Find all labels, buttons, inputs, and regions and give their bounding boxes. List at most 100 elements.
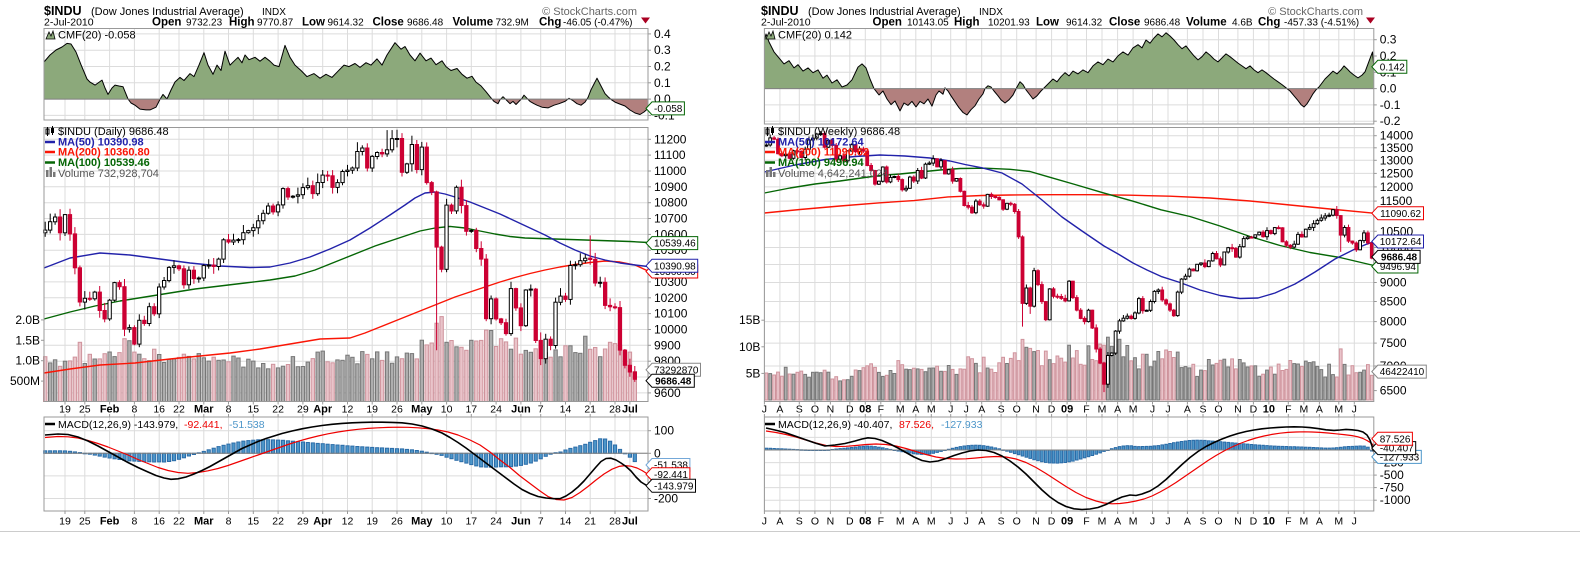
svg-text:A: A xyxy=(1184,404,1191,416)
svg-text:-51.538: -51.538 xyxy=(654,461,688,472)
svg-text:A: A xyxy=(978,404,985,416)
svg-text:F: F xyxy=(1285,516,1291,528)
svg-text:May: May xyxy=(411,516,433,528)
svg-text:M: M xyxy=(927,516,936,528)
svg-text:10143.05: 10143.05 xyxy=(907,18,949,29)
svg-text:10100: 10100 xyxy=(654,307,688,321)
svg-text:08: 08 xyxy=(859,404,871,416)
svg-text:Open: Open xyxy=(873,17,902,29)
svg-text:D: D xyxy=(1048,404,1056,416)
svg-text:500M: 500M xyxy=(10,374,40,388)
svg-text:5B: 5B xyxy=(746,366,761,380)
svg-text:732.9M: 732.9M xyxy=(496,18,529,29)
svg-text:MA(200) 10360.80: MA(200) 10360.80 xyxy=(58,147,150,159)
svg-text:O: O xyxy=(811,516,819,528)
svg-text:26: 26 xyxy=(391,516,403,528)
svg-text:9000: 9000 xyxy=(1380,276,1407,290)
svg-text:-750: -750 xyxy=(1380,481,1404,495)
svg-text:Jun: Jun xyxy=(511,404,531,416)
svg-text:9686.48: 9686.48 xyxy=(1144,18,1181,29)
svg-text:Jul: Jul xyxy=(622,404,638,416)
svg-text:J: J xyxy=(1165,516,1170,528)
svg-text:14000: 14000 xyxy=(1380,129,1414,143)
svg-text:O: O xyxy=(811,404,819,416)
svg-text:8: 8 xyxy=(131,516,137,528)
svg-text:High: High xyxy=(229,17,255,29)
svg-text:S: S xyxy=(998,516,1005,528)
svg-text:9686.48: 9686.48 xyxy=(407,18,444,29)
svg-text:13000: 13000 xyxy=(1380,153,1414,167)
svg-text:0.3: 0.3 xyxy=(654,43,671,57)
svg-text:10000: 10000 xyxy=(654,323,688,337)
svg-text:10390.98: 10390.98 xyxy=(654,261,696,272)
svg-text:MA(100) 10539.46: MA(100) 10539.46 xyxy=(58,157,150,169)
svg-text:MA(200) 11090.62: MA(200) 11090.62 xyxy=(778,147,869,159)
svg-text:© StockCharts.com: © StockCharts.com xyxy=(542,6,637,18)
svg-text:10: 10 xyxy=(1263,404,1275,416)
svg-text:22: 22 xyxy=(173,404,185,416)
svg-text:F: F xyxy=(1285,404,1291,416)
svg-text:Low: Low xyxy=(302,17,325,29)
svg-text:D: D xyxy=(1048,516,1056,528)
svg-text:7: 7 xyxy=(538,404,544,416)
svg-text:-143.979: -143.979 xyxy=(654,481,694,492)
svg-text:$INDU: $INDU xyxy=(761,4,799,18)
svg-text:Feb: Feb xyxy=(100,516,120,528)
svg-text:10: 10 xyxy=(1263,516,1275,528)
svg-text:10172.64: 10172.64 xyxy=(1380,237,1422,248)
svg-text:7500: 7500 xyxy=(1380,336,1407,350)
svg-text:Mar: Mar xyxy=(194,404,214,416)
svg-text:11000: 11000 xyxy=(654,164,687,178)
svg-text:A: A xyxy=(912,516,919,528)
svg-text:87.526,: 87.526, xyxy=(899,419,934,431)
svg-text:-127.933: -127.933 xyxy=(1380,453,1420,464)
svg-text:O: O xyxy=(1214,404,1222,416)
svg-text:M: M xyxy=(1334,404,1343,416)
svg-text:May: May xyxy=(411,404,433,416)
svg-text:22: 22 xyxy=(272,404,284,416)
svg-text:D: D xyxy=(1250,516,1258,528)
svg-text:F: F xyxy=(1083,516,1089,528)
svg-text:J: J xyxy=(964,404,969,416)
svg-text:A: A xyxy=(912,404,919,416)
svg-text:19: 19 xyxy=(366,404,378,416)
svg-text:Apr: Apr xyxy=(313,516,333,528)
svg-text:-0.1: -0.1 xyxy=(1380,98,1401,112)
svg-text:29: 29 xyxy=(297,404,309,416)
svg-text:10800: 10800 xyxy=(654,196,688,210)
svg-text:12: 12 xyxy=(342,404,354,416)
svg-text:15: 15 xyxy=(247,404,259,416)
svg-text:Open: Open xyxy=(152,17,181,29)
svg-text:MA(100) 9496.94: MA(100) 9496.94 xyxy=(778,157,864,169)
svg-text:-500: -500 xyxy=(1380,468,1404,482)
svg-text:73292870: 73292870 xyxy=(654,365,699,376)
svg-text:F: F xyxy=(878,404,884,416)
svg-text:(Dow Jones Industrial Average): (Dow Jones Industrial Average) xyxy=(808,6,961,18)
svg-text:-200: -200 xyxy=(654,492,678,506)
svg-text:28: 28 xyxy=(609,404,621,416)
svg-text:Volume: Volume xyxy=(1186,17,1227,29)
svg-text:-40.407: -40.407 xyxy=(1380,444,1414,455)
svg-text:25: 25 xyxy=(79,404,91,416)
svg-text:-127.933: -127.933 xyxy=(941,419,983,431)
svg-text:9770.87: 9770.87 xyxy=(257,18,294,29)
svg-text:M: M xyxy=(1098,404,1107,416)
svg-text:CMF(20) -0.058: CMF(20) -0.058 xyxy=(58,30,136,42)
svg-text:N: N xyxy=(1234,404,1242,416)
svg-text:S: S xyxy=(796,516,803,528)
svg-text:9496.94: 9496.94 xyxy=(1380,262,1417,273)
svg-text:6500: 6500 xyxy=(1380,384,1407,398)
svg-text:4.6B: 4.6B xyxy=(1232,18,1253,29)
svg-text:D: D xyxy=(1250,404,1258,416)
svg-text:Apr: Apr xyxy=(313,404,333,416)
svg-text:A: A xyxy=(1114,516,1121,528)
svg-text:12500: 12500 xyxy=(1380,166,1414,180)
svg-text:10201.93: 10201.93 xyxy=(988,18,1030,29)
svg-text:11500: 11500 xyxy=(1380,194,1413,208)
svg-text:10539.46: 10539.46 xyxy=(654,239,696,250)
svg-text:J: J xyxy=(762,516,767,528)
svg-text:D: D xyxy=(846,516,854,528)
svg-text:9900: 9900 xyxy=(654,338,681,352)
svg-text:11090.62: 11090.62 xyxy=(1380,209,1421,220)
svg-text:O: O xyxy=(1214,516,1222,528)
